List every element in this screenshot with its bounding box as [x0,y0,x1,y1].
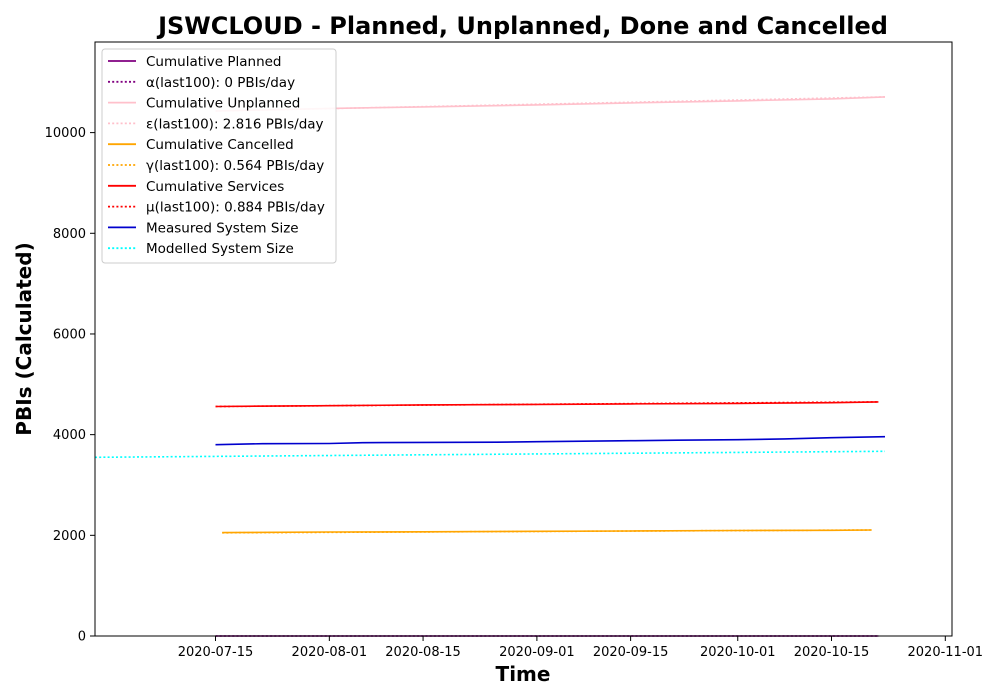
series-line-3-cumulative-unplanned [215,96,886,112]
legend-entry: Cumulative Services [146,179,284,195]
chart-title: JSWCLOUD - Planned, Unplanned, Done and … [156,12,888,40]
x-tick-label: 2020-09-15 [593,645,669,660]
x-tick-label: 2020-09-01 [499,645,575,660]
legend-box [101,48,337,264]
series-line-9-measured-system-size [215,435,886,446]
legend-entry: Cumulative Unplanned [146,96,300,112]
series-line-8-last100-0-884-pbis-day [215,401,879,408]
legend-entry: Measured System Size [146,220,299,236]
plot-frame [94,41,953,637]
x-tick-label: 2020-10-01 [700,645,776,660]
legend: Cumulative Planned α(last100): 0 PBIs/day… [101,48,337,264]
plot-area [94,41,953,637]
legend-entry: α(last100): 0 PBIs/day [146,75,295,91]
legend-entry: γ(last100): 0.564 PBIs/day [146,158,324,174]
x-tick-label: 2020-10-15 [794,645,870,660]
series-line-7-cumulative-services [215,401,879,408]
x-tick-label: 2020-08-01 [292,645,368,660]
y-tick-label: 0 [78,630,86,645]
x-tick-label: 2020-11-01 [908,645,984,660]
x-axis-label: Time [496,662,551,686]
y-axis-label: PBIs (Calculated) [12,242,36,435]
x-tick-label: 2020-08-15 [385,645,461,660]
legend-entry: Cumulative Planned [146,54,282,70]
legend-entry: Cumulative Cancelled [146,137,294,153]
legend-entry: μ(last100): 0.884 PBIs/day [146,200,325,216]
y-tick-label: 6000 [53,327,86,342]
x-tick-label: 2020-07-15 [178,645,254,660]
series-line-6-last100-0-564-pbis-day [222,529,872,534]
y-tick-label: 10000 [45,126,86,141]
y-tick-label: 4000 [53,428,86,443]
legend-entry: Modelled System Size [146,241,294,257]
y-tick-label: 8000 [53,227,86,242]
series-line-10-modelled-system-size [94,450,886,459]
y-tick-label: 2000 [53,529,86,544]
axis-ticks: 2020-07-15 2020-08-01 2020-08-15 2020-09-01… [45,126,983,660]
legend-entry: ε(last100): 2.816 PBIs/day [146,116,324,132]
